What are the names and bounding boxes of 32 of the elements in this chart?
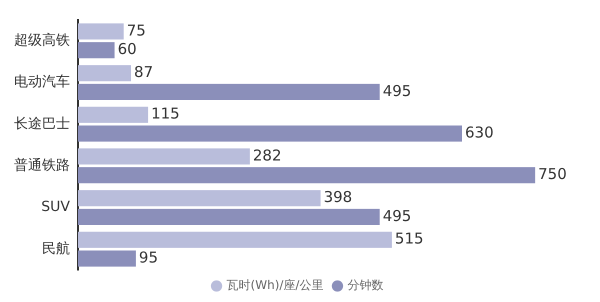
bar (78, 208, 380, 225)
data-label: 60 (118, 40, 137, 58)
y-tick-label: SUV (41, 199, 70, 216)
bar (78, 84, 380, 100)
data-label: 495 (382, 82, 412, 100)
bar (78, 125, 462, 142)
bar (78, 23, 124, 40)
data-label: 630 (465, 123, 494, 142)
bar (78, 65, 132, 82)
legend-label: 瓦时(Wh)/座/公里 (226, 278, 324, 292)
data-label: 515 (394, 230, 424, 248)
y-tick-label: 超级高铁 (14, 32, 70, 48)
legend-label: 分钟数 (347, 278, 384, 292)
bar (78, 148, 250, 165)
bar (78, 232, 392, 248)
bar (78, 167, 536, 184)
data-label: 398 (324, 188, 352, 206)
data-label: 75 (126, 21, 146, 40)
bar (78, 106, 148, 123)
data-label: 115 (151, 104, 180, 123)
data-label: 282 (252, 146, 282, 164)
data-label: 95 (138, 248, 158, 266)
bar (78, 42, 115, 58)
bar (78, 190, 321, 206)
y-tick-label: 普通铁路 (14, 156, 70, 174)
data-label: 87 (134, 63, 154, 82)
y-tick-label: 民航 (42, 240, 70, 257)
y-tick-label: 长途巴士 (14, 116, 70, 132)
data-label: 495 (382, 206, 412, 225)
bar (78, 250, 136, 267)
data-label: 750 (538, 165, 567, 184)
y-tick-label: 电动汽车 (14, 74, 70, 90)
